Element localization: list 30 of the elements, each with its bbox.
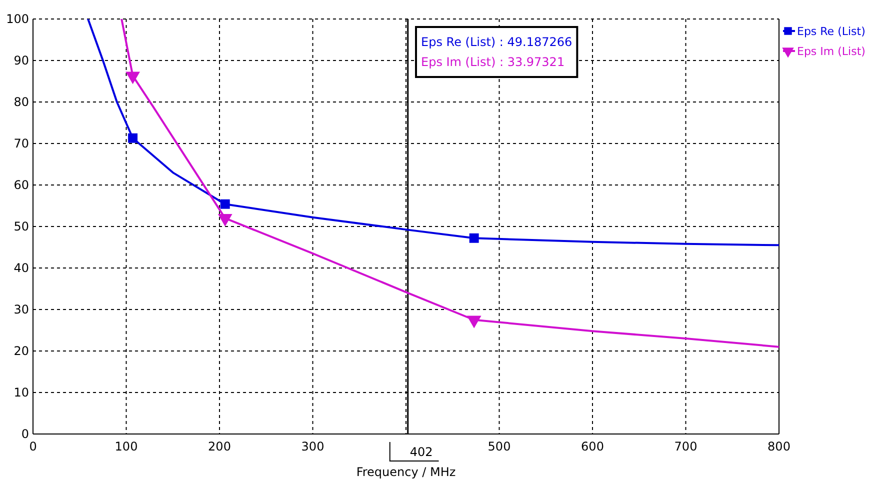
point (220, 199, 230, 209)
annotation: Eps Im (List) : 33.97321 (421, 55, 565, 69)
line-series (87, 19, 779, 246)
y-tick-label: 40 (14, 260, 29, 275)
y-tick-label: 30 (14, 302, 29, 316)
x-axis-title: Frequency / MHz (356, 465, 456, 479)
y-tick-label: 90 (14, 53, 29, 68)
y-tick-label: 80 (14, 94, 29, 109)
x-tick-label: 300 (301, 440, 324, 454)
point (469, 233, 479, 243)
legend-label: Eps Im (List) (797, 45, 866, 58)
y-tick-label: 0 (21, 426, 29, 441)
y-tick-label: 20 (14, 344, 29, 358)
y-tick-label: 100 (6, 12, 29, 26)
x-tick-label: 800 (768, 440, 790, 454)
point (466, 316, 482, 328)
legend-label: Eps Re (List) (797, 25, 866, 38)
point (128, 133, 138, 143)
y-tick-label: 50 (14, 219, 29, 234)
annotation: Eps Re (List) : 49.187266 (421, 35, 572, 49)
y-tick-label: 60 (14, 178, 29, 192)
y-tick-label: 10 (14, 385, 29, 400)
x-tick-label: 100 (114, 440, 138, 454)
ref-line-label: 402 (410, 445, 433, 459)
y-tick-label: 70 (14, 136, 29, 150)
x-tick-label: 200 (208, 440, 231, 454)
x-tick-label: 700 (674, 440, 698, 454)
x-tick-label: 600 (581, 440, 604, 454)
x-tick-label: 500 (488, 440, 511, 454)
line-series (120, 19, 779, 348)
